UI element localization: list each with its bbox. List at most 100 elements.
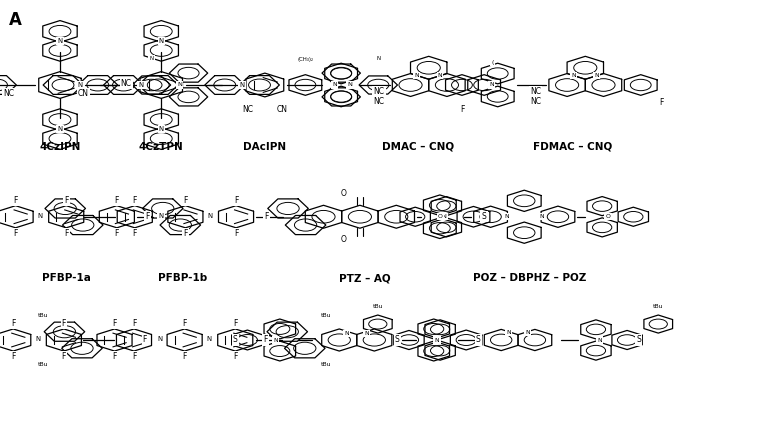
Text: F: F	[234, 196, 238, 205]
Text: F: F	[132, 229, 137, 238]
Text: F: F	[11, 319, 16, 328]
Text: F: F	[183, 196, 188, 205]
Text: F: F	[183, 229, 188, 238]
Text: F: F	[62, 352, 66, 361]
Text: N: N	[434, 337, 439, 343]
Text: N: N	[526, 330, 530, 335]
Text: N: N	[159, 126, 164, 132]
Text: N: N	[35, 336, 40, 342]
Text: F: F	[132, 196, 137, 205]
Text: CN: CN	[277, 105, 287, 114]
Text: N: N	[414, 73, 419, 78]
Text: tBu: tBu	[321, 362, 332, 367]
Text: O: O	[605, 214, 611, 219]
Text: N: N	[37, 212, 42, 218]
Text: F: F	[182, 352, 187, 361]
Text: F: F	[143, 335, 147, 345]
Text: N: N	[442, 214, 446, 219]
Text: S: S	[233, 335, 238, 345]
Text: tBu: tBu	[321, 313, 332, 318]
Text: DMAC – CNQ: DMAC – CNQ	[382, 142, 454, 152]
Text: F: F	[182, 319, 187, 328]
Text: F: F	[115, 229, 119, 238]
Text: N: N	[438, 73, 442, 78]
Text: N: N	[139, 82, 143, 88]
Text: F: F	[460, 105, 464, 113]
Text: DAcIPN: DAcIPN	[243, 142, 287, 152]
Text: N: N	[273, 337, 278, 343]
Text: F: F	[115, 196, 119, 205]
Text: N: N	[506, 330, 510, 335]
Text: S: S	[481, 212, 486, 221]
Text: N: N	[158, 336, 163, 342]
Text: F: F	[64, 229, 69, 238]
Text: F: F	[132, 319, 136, 328]
Text: O: O	[340, 235, 346, 244]
Text: O: O	[340, 189, 346, 198]
Text: NC: NC	[530, 96, 541, 105]
Text: N: N	[376, 57, 380, 61]
Text: N: N	[594, 73, 599, 78]
Text: CN: CN	[78, 89, 89, 99]
Text: N: N	[347, 82, 352, 88]
Text: NC: NC	[530, 88, 541, 96]
Text: F: F	[264, 212, 269, 221]
Text: F: F	[64, 196, 69, 205]
Text: F: F	[145, 212, 150, 221]
Text: tBu: tBu	[372, 303, 383, 309]
Text: N: N	[365, 331, 369, 336]
Text: S: S	[395, 335, 400, 345]
Text: S: S	[636, 335, 641, 345]
Text: F: F	[263, 335, 268, 345]
Text: FDMAC – CNQ: FDMAC – CNQ	[533, 142, 612, 152]
Text: N: N	[505, 214, 509, 219]
Text: N: N	[333, 82, 337, 88]
Text: F: F	[233, 319, 238, 328]
Text: F: F	[13, 196, 18, 205]
Text: N: N	[178, 82, 182, 88]
Text: (CH₃)₂: (CH₃)₂	[298, 57, 313, 62]
Text: NC: NC	[121, 79, 132, 88]
Text: N: N	[207, 212, 212, 218]
Text: F: F	[62, 319, 66, 328]
Text: F: F	[112, 319, 117, 328]
Text: NC: NC	[242, 105, 253, 114]
Text: PTZ – AQ: PTZ – AQ	[339, 273, 390, 283]
Text: 4CzTPN: 4CzTPN	[139, 142, 184, 152]
Text: F: F	[660, 98, 664, 107]
Text: NC: NC	[373, 96, 385, 105]
Text: N: N	[206, 336, 211, 342]
Text: N: N	[240, 82, 245, 88]
Text: PFBP-1b: PFBP-1b	[158, 273, 208, 283]
Text: NC: NC	[3, 89, 14, 99]
Text: N: N	[571, 73, 576, 78]
Text: N: N	[540, 214, 544, 219]
Text: F: F	[234, 229, 238, 238]
Text: N: N	[58, 126, 62, 132]
Text: tBu: tBu	[653, 303, 664, 309]
Text: N: N	[435, 337, 440, 343]
Text: F: F	[132, 352, 136, 361]
Text: NC: NC	[373, 88, 385, 96]
Text: N: N	[159, 38, 164, 44]
Text: N: N	[344, 331, 349, 336]
Text: F: F	[233, 352, 238, 361]
Text: (: (	[492, 60, 494, 65]
Text: N: N	[150, 57, 153, 61]
Text: tBu: tBu	[37, 362, 48, 367]
Text: N: N	[58, 38, 62, 44]
Text: O: O	[438, 214, 443, 219]
Text: 4CzIPN: 4CzIPN	[39, 142, 81, 152]
Text: N: N	[78, 82, 83, 88]
Text: PFBP-1a: PFBP-1a	[42, 273, 90, 283]
Text: F: F	[112, 352, 117, 361]
Text: F: F	[11, 352, 16, 361]
Text: A: A	[9, 11, 23, 28]
Text: N: N	[597, 337, 602, 343]
Text: S: S	[476, 335, 481, 345]
Text: tBu: tBu	[37, 313, 48, 318]
Text: F: F	[13, 229, 18, 238]
Text: N: N	[489, 82, 494, 88]
Text: POZ – DBPHZ – POZ: POZ – DBPHZ – POZ	[473, 273, 587, 283]
Text: N: N	[159, 212, 164, 218]
